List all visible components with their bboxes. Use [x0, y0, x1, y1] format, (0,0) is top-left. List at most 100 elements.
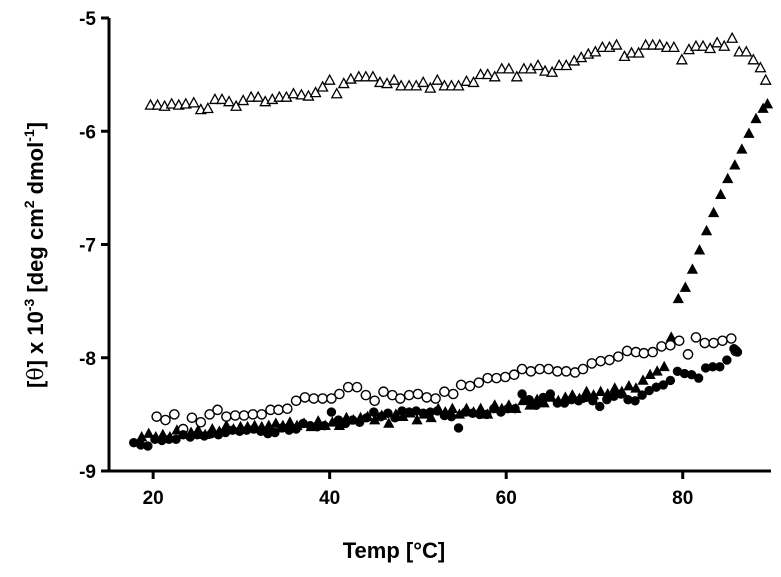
open-circle-point: [412, 388, 424, 400]
open-triangle-point: [517, 62, 530, 74]
open-triangle-point: [151, 98, 164, 110]
filled-triangle-point: [383, 417, 395, 428]
open-triangle-point: [697, 39, 710, 51]
filled-triangle-point: [446, 402, 458, 414]
open-triangle-point: [733, 45, 746, 57]
filled-triangle-point: [637, 374, 649, 385]
open-triangle-point: [646, 38, 659, 50]
open-circle-point: [351, 381, 363, 393]
filled-triangle-point: [595, 385, 607, 397]
filled-triangle-point: [750, 112, 762, 124]
open-triangle-point: [273, 90, 286, 102]
open-triangle-point: [754, 61, 767, 73]
open-triangle-point: [460, 74, 473, 86]
open-circle-point: [699, 337, 711, 349]
y-title-exponent-2: 2: [21, 200, 37, 208]
open-triangle-point: [438, 79, 451, 91]
open-circle-point: [604, 354, 615, 366]
series-filled-circle: [129, 343, 743, 451]
open-circle-point: [534, 363, 546, 375]
open-circle-point: [482, 372, 493, 384]
open-circle-point: [360, 389, 372, 401]
open-triangle-point: [726, 31, 739, 43]
open-triangle-point: [373, 75, 387, 88]
open-circle-point: [577, 363, 589, 375]
open-triangle-point: [488, 70, 501, 82]
open-circle-point: [308, 393, 320, 404]
filled-triangle-point: [538, 397, 550, 408]
open-triangle-point: [481, 68, 494, 80]
open-triangle-point: [359, 70, 372, 82]
open-triangle-point: [144, 98, 157, 110]
open-triangle-point: [366, 70, 379, 82]
filled-circle-point: [693, 373, 704, 383]
open-triangle-point: [330, 87, 343, 99]
open-triangle-point: [747, 53, 760, 65]
open-circle-point: [647, 346, 659, 358]
filled-circle-point: [354, 417, 365, 428]
filled-triangle-point: [143, 427, 155, 438]
filled-circle-point: [453, 423, 464, 433]
open-circle-point: [543, 363, 554, 375]
open-circle-point: [212, 404, 223, 416]
filled-triangle-point: [761, 98, 774, 109]
filled-triangle-point: [284, 416, 296, 427]
open-circle-point: [656, 341, 667, 352]
open-triangle-point: [639, 38, 652, 50]
open-circle-point: [334, 388, 345, 400]
y-title-bracket-open: [: [23, 380, 48, 388]
filled-circle-point: [291, 424, 301, 434]
filled-triangle-point: [270, 417, 282, 428]
x-tick-label: 60: [496, 488, 517, 509]
open-circle-point: [221, 411, 232, 422]
open-triangle-point: [667, 40, 680, 52]
x-tick-label: 40: [319, 488, 340, 509]
open-triangle-point: [165, 97, 178, 109]
open-circle-point: [281, 403, 293, 415]
y-tick-label: -6: [79, 122, 96, 143]
y-title-multiplier: ] x 10: [23, 311, 48, 367]
open-triangle-point: [474, 68, 487, 80]
open-triangle-point: [252, 90, 265, 102]
filled-circle-point: [732, 347, 743, 357]
open-triangle-point: [704, 42, 717, 54]
open-circle-point: [317, 393, 328, 404]
filled-circle-point: [637, 390, 647, 400]
open-triangle-point: [187, 96, 200, 108]
y-title-unit-1: [deg cm: [23, 208, 48, 298]
open-circle-point: [186, 412, 198, 424]
open-circle-point: [247, 409, 259, 420]
open-circle-point: [229, 410, 241, 421]
open-triangle-point: [201, 102, 214, 114]
open-circle-point: [195, 417, 207, 428]
open-triangle-point: [689, 39, 703, 51]
open-circle-point: [665, 339, 676, 351]
open-circle-point: [369, 395, 380, 407]
series-open-triangle: [144, 31, 772, 115]
filled-circle-point: [616, 389, 626, 399]
open-triangle-point: [495, 62, 508, 74]
filled-triangle-point: [672, 292, 684, 304]
filled-triangle-point: [729, 159, 741, 170]
filled-circle-point: [658, 380, 669, 390]
open-circle-point: [273, 404, 284, 416]
filled-circle-point: [326, 407, 337, 417]
open-triangle-point: [237, 94, 250, 106]
open-circle-point: [439, 386, 450, 398]
y-tick-label: -9: [79, 462, 96, 483]
open-triangle-point: [395, 79, 408, 91]
filled-triangle-point: [743, 127, 755, 138]
open-triangle-point: [596, 40, 609, 52]
axis-tick-labels: 20 40 60 80 -9 -8 -7 -6 -5: [79, 9, 693, 509]
filled-triangle-point: [693, 244, 706, 255]
filled-triangle-point: [658, 360, 670, 372]
filled-circle-point: [665, 375, 676, 386]
open-circle-point: [378, 386, 389, 398]
data-points: [129, 31, 774, 451]
filled-circle-point: [482, 409, 492, 420]
open-triangle-point: [208, 92, 221, 105]
open-triangle-point: [417, 75, 430, 88]
open-circle-point: [455, 379, 467, 391]
filled-triangle-point: [679, 281, 691, 292]
filled-circle-point: [722, 355, 732, 365]
